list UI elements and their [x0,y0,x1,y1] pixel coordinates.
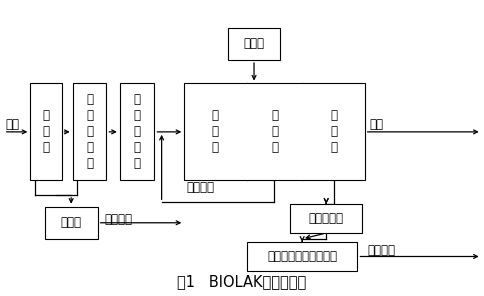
Text: 回流污泥: 回流污泥 [187,181,215,194]
Text: 图1   BIOLAK工艺流程图: 图1 BIOLAK工艺流程图 [177,274,307,289]
Bar [247,242,358,271]
Text: 污
水
提
升
泵: 污 水 提 升 泵 [86,93,93,170]
Text: 污泥外运: 污泥外运 [367,244,395,257]
Bar [227,28,281,60]
Text: 进水: 进水 [5,118,19,131]
Text: 鼓风机: 鼓风机 [243,37,265,50]
Bar [184,83,365,180]
Text: 转
鼓
细
格
栅: 转 鼓 细 格 栅 [134,93,140,170]
Text: 带式压滤污泥脱水系统: 带式压滤污泥脱水系统 [267,250,337,263]
Bar [120,83,154,180]
Text: 沉
淀
池: 沉 淀 池 [330,110,337,155]
Text: 压榨机: 压榨机 [60,216,82,229]
Text: 垃圾外运: 垃圾外运 [105,213,133,226]
Text: 出水: 出水 [369,118,383,131]
Bar [73,83,106,180]
Text: 粗
格
栅: 粗 格 栅 [43,110,49,155]
Text: 污泥储存池: 污泥储存池 [309,212,344,225]
Bar [45,207,98,239]
Bar [30,83,61,180]
Bar [290,204,363,233]
Text: 曝
气
池: 曝 气 池 [271,110,278,155]
Text: 除
磷
池: 除 磷 池 [212,110,219,155]
